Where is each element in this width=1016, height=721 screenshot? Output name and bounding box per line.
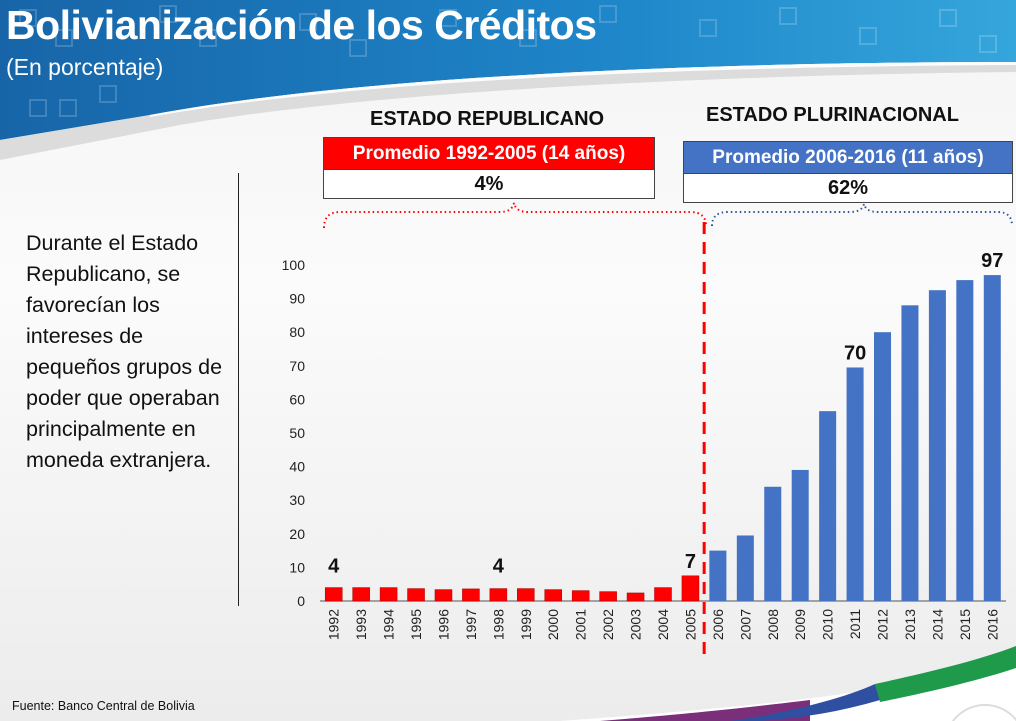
x-tick-label: 2000 xyxy=(545,609,561,640)
republicano-brace xyxy=(323,202,707,229)
bar-2004 xyxy=(654,587,672,602)
x-tick-label: 1997 xyxy=(463,609,479,640)
plurinacional-average-box: Promedio 2006-2016 (11 años) 62% xyxy=(683,141,1013,203)
y-tick-label: 40 xyxy=(289,459,305,475)
bar-2003 xyxy=(626,592,645,602)
plurinacional-average: 62% xyxy=(827,177,869,199)
data-label: 97 xyxy=(981,250,1003,272)
bar-1998 xyxy=(489,588,508,602)
data-label: 7 xyxy=(685,551,696,573)
x-tick-label: 2005 xyxy=(682,609,698,640)
x-tick-label: 2004 xyxy=(655,609,671,640)
x-tick-label: 2006 xyxy=(710,609,726,640)
bar-1993 xyxy=(352,587,370,602)
bar-1999 xyxy=(517,588,535,602)
republicano-average-box: Promedio 1992-2005 (14 años) 4% xyxy=(323,137,655,199)
x-tick-label: 2016 xyxy=(984,609,1000,640)
y-tick-label: 80 xyxy=(289,324,305,340)
bar-2013 xyxy=(901,305,919,601)
plurinacional-brace xyxy=(711,203,1013,227)
x-tick-label: 1999 xyxy=(518,609,534,640)
data-label: 4 xyxy=(493,555,505,577)
y-tick-label: 100 xyxy=(282,257,306,273)
republicano-range: Promedio 1992-2005 (14 años) xyxy=(324,138,654,170)
data-label: 4 xyxy=(328,555,340,577)
bar-2007 xyxy=(736,535,754,601)
header-background xyxy=(0,0,1016,160)
bar-2011 xyxy=(846,367,864,601)
bar-2016 xyxy=(983,275,1001,601)
x-tick-label: 2003 xyxy=(628,609,644,640)
y-tick-label: 0 xyxy=(297,593,305,609)
data-label: 70 xyxy=(844,342,866,364)
y-tick-label: 70 xyxy=(289,358,305,374)
bar-2001 xyxy=(571,590,590,602)
bar-1995 xyxy=(407,588,425,602)
bar-2002 xyxy=(599,591,617,602)
x-tick-label: 2014 xyxy=(929,609,945,640)
x-tick-label: 2009 xyxy=(792,609,808,640)
divider-line xyxy=(238,173,239,606)
bar-1997 xyxy=(462,588,480,602)
x-tick-label: 1995 xyxy=(408,609,424,640)
x-tick-label: 1998 xyxy=(490,609,506,640)
x-tick-label: 1992 xyxy=(326,609,342,640)
bar-1992 xyxy=(324,587,343,602)
y-tick-label: 30 xyxy=(289,492,305,508)
x-tick-label: 2002 xyxy=(600,609,616,640)
bar-2008 xyxy=(764,486,782,601)
y-tick-label: 20 xyxy=(289,526,305,542)
plurinacional-range: Promedio 2006-2016 (11 años) xyxy=(684,142,1012,174)
bar-2010 xyxy=(819,411,837,601)
slide-header: Bolivianización de los Créditos (En porc… xyxy=(0,0,1016,160)
bar-1994 xyxy=(379,587,398,602)
bar-1996 xyxy=(434,589,453,602)
y-tick-label: 50 xyxy=(289,425,305,441)
plurinacional-label: ESTADO PLURINACIONAL xyxy=(706,104,959,126)
x-tick-label: 1994 xyxy=(381,609,397,640)
x-tick-label: 1996 xyxy=(435,609,451,640)
bar-2009 xyxy=(791,469,809,601)
bar-2014 xyxy=(928,290,946,601)
x-tick-label: 2010 xyxy=(820,609,836,640)
x-tick-label: 2013 xyxy=(902,609,918,640)
y-tick-label: 90 xyxy=(289,291,305,307)
x-tick-label: 2007 xyxy=(737,609,753,640)
x-tick-label: 2015 xyxy=(957,609,973,640)
x-tick-label: 2008 xyxy=(765,609,781,640)
bar-2000 xyxy=(544,589,562,602)
x-tick-label: 1993 xyxy=(353,609,369,640)
bar-2012 xyxy=(874,332,892,601)
source-note: Fuente: Banco Central de Bolivia xyxy=(12,699,195,713)
slide-title: Bolivianización de los Créditos xyxy=(6,2,597,48)
slide-subtitle: (En porcentaje) xyxy=(6,54,164,80)
x-tick-label: 2011 xyxy=(847,609,863,639)
side-note: Durante el Estado Republicano, se favore… xyxy=(26,231,223,472)
x-tick-label: 2001 xyxy=(573,609,589,640)
bar-2015 xyxy=(956,280,974,601)
bar-2006 xyxy=(709,550,727,601)
republicano-average: 4% xyxy=(474,173,504,195)
bar-2005 xyxy=(681,575,700,602)
y-tick-label: 60 xyxy=(289,391,305,407)
x-tick-label: 2012 xyxy=(875,609,891,640)
republicano-label: ESTADO REPUBLICANO xyxy=(370,108,605,130)
y-tick-label: 10 xyxy=(289,559,305,575)
